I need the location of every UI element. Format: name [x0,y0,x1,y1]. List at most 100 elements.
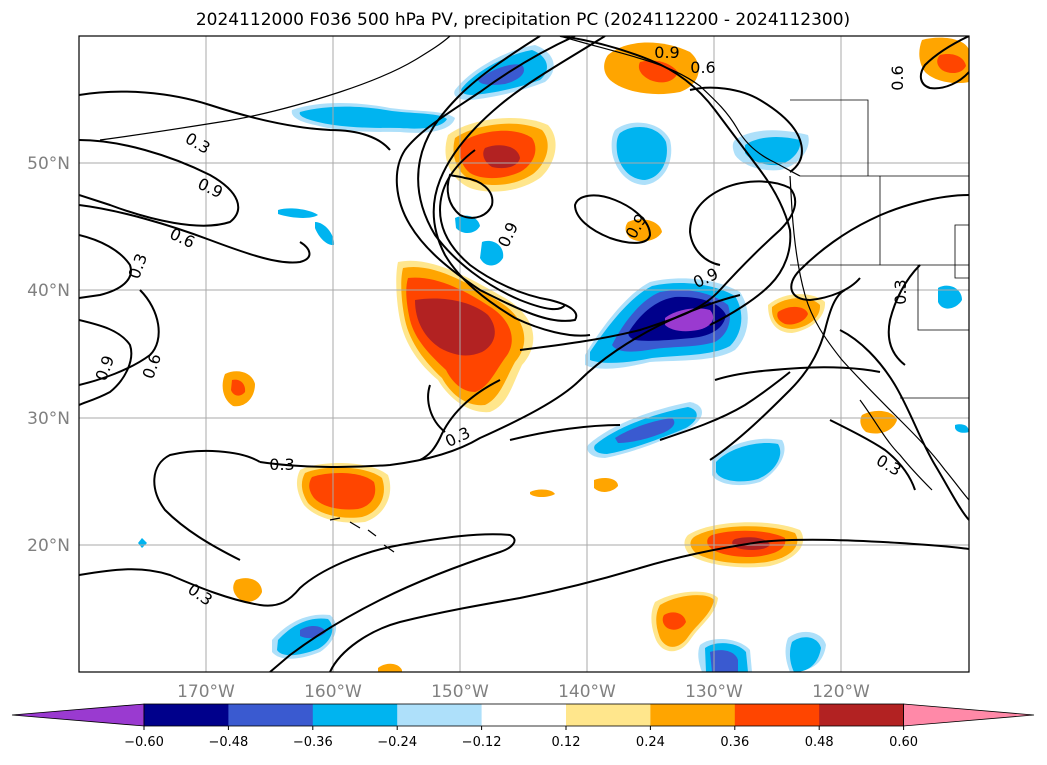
colorbar-tick-label: 0.60 [889,735,918,750]
precip-positive-area [415,298,495,356]
lat-label: 30°N [27,409,70,429]
coastline-alaska-gulf [559,36,801,177]
precip-positive-area [309,472,376,510]
pv-contour [709,289,846,461]
precip-negative-area [278,208,318,218]
precip-positive-area [777,306,808,325]
precip-negative-area [938,285,962,309]
precip-positive-area [530,489,555,497]
graticule [79,36,969,672]
pv-contour [395,36,578,322]
pv-contour [559,36,792,326]
colorbar-tick-label: −0.24 [377,735,417,750]
precip-positive-area [662,612,686,630]
precip-negative-area [716,443,781,482]
pv-contour [79,90,391,151]
precip-negative-area [665,308,714,332]
colorbar-tick-label: 0.48 [805,735,834,750]
contour-label: 0.9 [654,43,679,62]
precip-positive-area [638,60,678,83]
coastlines [99,36,969,553]
lat-label: 20°N [27,536,70,556]
lon-label: 130°W [685,682,743,702]
precip-positive-area [625,219,662,242]
lat-label: 40°N [27,281,70,301]
lon-label: 140°W [558,682,616,702]
pv-contour [829,419,916,491]
political-borders [790,99,969,399]
coastline-aleutians [99,36,451,141]
pv-contour [919,36,969,90]
pv-contour [432,36,606,337]
colorbar-segment [481,704,567,726]
pv-contour [79,289,160,386]
precip-negative-area [615,418,675,443]
colorbar-extend-max [903,703,1035,727]
pv-contour [519,180,797,351]
contour-label: 0.3 [891,279,910,304]
precip-positive-area [594,478,618,492]
colorbar-tick-label: 0.36 [720,735,749,750]
pv-contour [329,538,969,672]
precip-negative-area [710,650,738,672]
pv-contour [79,204,311,264]
colorbar-tick-label: −0.12 [462,735,502,750]
colorbar-tick-label: −0.60 [124,735,164,750]
precip-negative-area [299,106,447,129]
pv-contour [79,319,133,406]
pv-contour [417,36,566,311]
colorbar-segment [228,704,314,726]
border-us-states [790,176,969,331]
map-panel: 0.3 0.9 0.6 0.3 0.9 0.6 0.9 0.9 0.6 0.9 … [78,35,970,673]
colorbar-segment [819,704,905,726]
colorbar-tick-label: 0.12 [552,735,581,750]
colorbar-segment [397,704,483,726]
coastline-hawaii [329,517,395,553]
pv-contour [689,86,803,173]
map-title: 2024112000 F036 500 hPa PV, precipitatio… [196,10,850,30]
contour-label: 0.3 [269,455,294,474]
colorbar-segment [566,704,651,726]
pv-contour [153,449,261,561]
precip-positive-area [483,145,520,169]
pv-contour [79,139,240,227]
pv-contour [79,234,132,299]
precip-positive-area [937,54,966,74]
colorbar-outline [143,703,904,727]
precip-negative-area [616,126,667,180]
precip-negative-area [745,137,801,166]
colorbar: −0.60 −0.48 −0.36 −0.24 −0.12 0.12 0.24 0.36 0.4… [11,703,1035,750]
precip-positive-area [378,663,402,672]
longitude-labels: 170°W 160°W 150°W 140°W 130°W 120°W [177,682,870,702]
colorbar-segment [650,704,736,726]
precip-negative-area [480,240,504,266]
pv-contour [659,371,791,441]
pv-contour [714,366,881,381]
precip-negative-area [955,424,969,433]
precip-negative-area [455,215,480,234]
pv-contour [446,173,494,219]
pv-contour [790,194,969,302]
pv-contour [573,194,652,244]
pv-contour [509,424,621,441]
pv-contour [839,329,969,521]
lon-label: 160°W [304,682,362,702]
pv-contour [79,533,516,672]
precip-negative-area [789,637,821,672]
pv-contour [419,379,501,461]
pv-contours [79,36,969,672]
colorbar-tick-label: −0.36 [293,735,333,750]
pv-contour [427,384,446,433]
colorbar-segment [734,704,820,726]
colorbar-tick-label: 0.24 [636,735,665,750]
lon-label: 150°W [431,682,489,702]
contour-label: 0.6 [888,65,907,90]
lon-label: 170°W [177,682,235,702]
coastline-west-coast [789,175,969,501]
colorbar-tick-label: −0.48 [208,735,248,750]
precip-positive-area [860,410,897,434]
precip-negative-area [315,222,335,246]
pv-contour [887,264,921,366]
coastline-baja [859,399,933,491]
